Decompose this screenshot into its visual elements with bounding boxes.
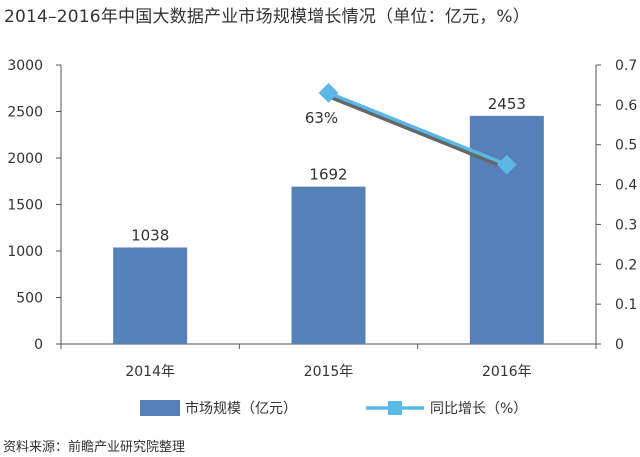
left-tick-label: 1000 bbox=[7, 244, 43, 260]
right-tick-label: 0.3 bbox=[615, 217, 637, 233]
right-y-axis: 0 0.1 0.2 0.3 0.4 0.5 0.6 0.7 bbox=[595, 58, 637, 353]
legend-bar-swatch bbox=[140, 400, 180, 416]
left-tick-label: 1500 bbox=[7, 198, 43, 214]
bar bbox=[291, 186, 366, 344]
bar-data-label: 1692 bbox=[309, 166, 347, 184]
right-tick-label: 0.2 bbox=[615, 257, 637, 273]
left-tick-label: 0 bbox=[34, 337, 43, 353]
bar-data-label: 2453 bbox=[488, 95, 526, 113]
left-y-axis: 0 500 1000 1500 2000 2500 3000 bbox=[7, 58, 62, 353]
bar bbox=[469, 115, 544, 344]
source-note: 资料来源：前瞻产业研究院整理 bbox=[3, 440, 186, 455]
right-tick-label: 0.4 bbox=[615, 178, 637, 194]
line-data-label: 63% bbox=[305, 109, 338, 127]
legend-bar-label: 市场规模（亿元） bbox=[185, 400, 297, 417]
x-tick-label: 2016年 bbox=[482, 364, 532, 380]
right-tick-label: 0 bbox=[615, 337, 624, 353]
legend-line-label: 同比增长（%） bbox=[430, 401, 527, 417]
bar-series: 1038 1692 2453 bbox=[113, 95, 544, 344]
right-tick-label: 0.5 bbox=[615, 138, 637, 154]
right-tick-label: 0.1 bbox=[615, 297, 637, 313]
bar bbox=[113, 247, 188, 344]
left-tick-label: 2500 bbox=[7, 105, 43, 121]
legend-line-marker bbox=[388, 401, 402, 415]
bar-data-label: 1038 bbox=[131, 226, 169, 244]
right-tick-label: 0.7 bbox=[615, 58, 637, 74]
left-tick-label: 2000 bbox=[7, 151, 43, 167]
line-point-marker bbox=[496, 154, 517, 175]
x-tick-label: 2015年 bbox=[304, 364, 354, 380]
x-axis: 2014年 2015年 2016年 bbox=[60, 343, 597, 380]
chart-title: 2014–2016年中国大数据产业市场规模增长情况（单位：亿元，%） bbox=[4, 7, 530, 27]
legend: 市场规模（亿元） 同比增长（%） bbox=[140, 400, 527, 417]
right-tick-label: 0.6 bbox=[615, 98, 637, 114]
x-tick-label: 2014年 bbox=[125, 364, 175, 380]
left-tick-label: 500 bbox=[16, 291, 43, 307]
series-line bbox=[326, 91, 509, 167]
line-point-marker bbox=[318, 83, 339, 103]
line-series: 63% bbox=[305, 83, 517, 175]
line-shadow bbox=[324, 92, 508, 170]
left-tick-label: 3000 bbox=[7, 58, 43, 74]
